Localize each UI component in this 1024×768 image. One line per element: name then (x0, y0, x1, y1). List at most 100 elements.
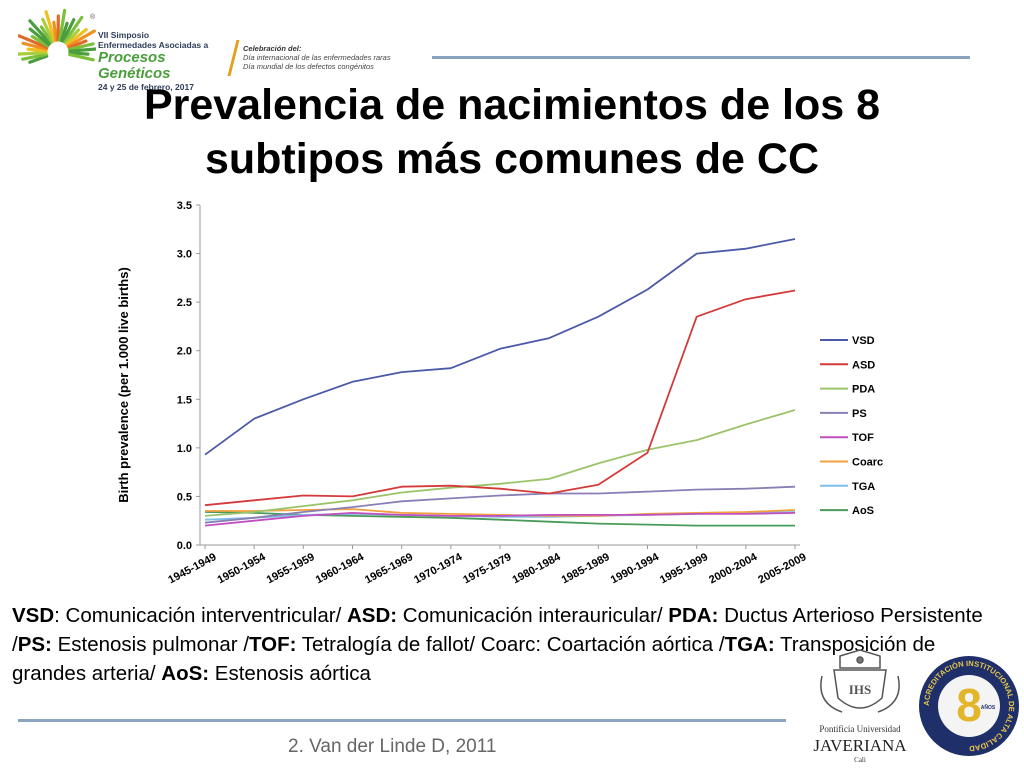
celebration-text: Celebración del: Día internacional de la… (243, 44, 391, 71)
caption-text: Ductus Arterioso Persistente / (12, 604, 983, 656)
y-tick-label: 0.0 (177, 540, 192, 552)
x-tick-label: 1945-1949 (166, 551, 218, 586)
series-line-pda (204, 409, 796, 517)
caption-text: Estenosis aórtica (209, 662, 371, 685)
x-tick-label: 1990-1994 (609, 551, 662, 587)
sun-ray (18, 34, 49, 50)
y-tick-label: 2.0 (177, 346, 192, 358)
sun-ray (61, 18, 76, 43)
legend-label-ps: PS (852, 408, 867, 420)
caption-abbreviation: VSD (12, 604, 55, 627)
sun-ray (28, 27, 51, 46)
caption-abbreviation: ASD: (346, 604, 398, 627)
javeriana-logo: IHS Pontificia Universidad JAVERIANA Cal… (813, 649, 907, 764)
bottom-divider-line (18, 719, 786, 722)
x-tick-label: 1985-1989 (560, 551, 612, 586)
sun-burst-icon (18, 8, 96, 64)
x-tick-label: 1955-1959 (265, 551, 317, 586)
symposium-logo: ® VII Simposio Enfermedades Asociadas a … (18, 8, 228, 92)
y-tick-label: 2.5 (177, 297, 192, 309)
legend-label-pda: PDA (852, 384, 875, 396)
crest-monogram: IHS (849, 682, 871, 697)
celebration-line-2: Día mundial de los defectos congénitos (243, 62, 374, 71)
y-axis-label: Birth prevalence (per 1.000 live births) (116, 267, 131, 503)
legend-label-vsd: VSD (852, 335, 875, 347)
sun-ray (68, 52, 95, 62)
x-tick-label: 1970-1974 (412, 551, 465, 587)
sun-ray (26, 47, 48, 53)
sun-ray (66, 29, 96, 48)
sun-ray (52, 20, 58, 42)
registered-mark: ® (90, 14, 96, 21)
sun-ray (41, 17, 55, 43)
top-divider-line (432, 56, 970, 59)
x-tick-label: 1965-1969 (363, 551, 415, 586)
seal-number: 8 (956, 679, 982, 731)
university-line-1: Pontificia Universidad (819, 724, 901, 734)
caption-text: Estenosis pulmonar / (51, 633, 250, 656)
header-divider (227, 40, 240, 76)
caption-abbreviation: TGA: (724, 633, 775, 656)
x-tick-label: 1960-1964 (314, 551, 367, 587)
accreditation-seal: ACREDITACIÓN INSTITUCIONAL DE ALTA CALID… (919, 656, 1019, 756)
javeriana-crest-icon (820, 649, 900, 713)
university-line-3: Cali (854, 756, 866, 764)
title-line-1: Prevalencia de nacimientos de los 8 (143, 81, 881, 129)
sun-ray (21, 52, 48, 61)
y-tick-label: 1.5 (177, 394, 192, 406)
symposium-line-4: 24 y 25 de febrero, 2017 (98, 82, 194, 92)
legend-label-tof: TOF (852, 432, 874, 444)
caption-text: Transposición de grandes arteria/ (12, 633, 936, 685)
sun-ray (30, 34, 50, 48)
series-line-coarc (205, 508, 796, 517)
caption-text: Comunicación interauricular/ (397, 604, 669, 627)
sun-ray (21, 41, 48, 51)
sun-ray (65, 27, 88, 47)
series-line-vsd (204, 238, 796, 456)
caption-text: Tetralogía de fallot/ Coarc: Coartación … (296, 633, 725, 656)
sun-ray (28, 19, 52, 45)
legend-label-aos: AoS (852, 505, 874, 517)
sun-ray (44, 10, 57, 43)
sun-ray (63, 15, 84, 44)
celebration-line-1: Día internacional de las enfermedades ra… (243, 53, 391, 62)
sun-ray (60, 21, 69, 43)
x-tick-label: 1980-1984 (510, 551, 563, 587)
title-line-2: subtipos más comunes de CC (204, 135, 820, 183)
x-tick-label: 1995-1999 (658, 551, 710, 586)
caption-text: : Comunicación interventricular/ (54, 604, 347, 627)
sun-ray (18, 51, 48, 56)
seal-inner-circle (938, 675, 1000, 737)
series-line-tof (204, 511, 796, 527)
x-tick-label: 2005-2009 (756, 551, 808, 586)
x-tick-label: 2000-2004 (707, 551, 760, 587)
caption-abbreviation: TOF: (249, 633, 297, 656)
y-tick-label: 3.5 (177, 200, 192, 212)
x-tick-label: 1950-1954 (215, 551, 268, 587)
sun-ray (67, 39, 88, 50)
caption-abbreviation: PS: (17, 633, 52, 656)
prevalence-line-chart: Birth prevalence (per 1.000 live births)… (116, 200, 883, 587)
y-tick-label: 1.0 (177, 443, 192, 455)
celebration-title: Celebración del: (243, 44, 302, 53)
slide-title: Prevalencia de nacimientos de los 8 subt… (0, 78, 1024, 186)
sun-ray (68, 47, 96, 53)
legend-label-asd: ASD (852, 359, 875, 371)
legend-label-coarc: Coarc (852, 457, 883, 469)
sun-ray (39, 25, 53, 44)
symposium-line-2: Enfermedades Asociadas a (98, 40, 209, 50)
symposium-line-3: Procesos Genéticos (98, 49, 171, 82)
seal-years: AÑOS (981, 704, 996, 711)
reference-citation: 2. Van der Linde D, 2011 (288, 736, 497, 757)
caption-abbreviation: AoS: (161, 662, 210, 685)
sun-ray (64, 28, 81, 45)
university-line-2: JAVERIANA (813, 736, 907, 755)
y-tick-label: 3.0 (177, 249, 192, 261)
series-line-asd (204, 289, 796, 507)
series-line-ps (204, 485, 796, 524)
symposium-text: VII Simposio Enfermedades Asociadas a Pr… (98, 30, 228, 92)
y-tick-label: 0.5 (177, 491, 192, 503)
abbreviation-caption: VSD: Comunicación interventricular/ ASD:… (12, 601, 1012, 688)
sun-ray (68, 42, 95, 51)
x-tick-label: 1975-1979 (461, 551, 513, 586)
